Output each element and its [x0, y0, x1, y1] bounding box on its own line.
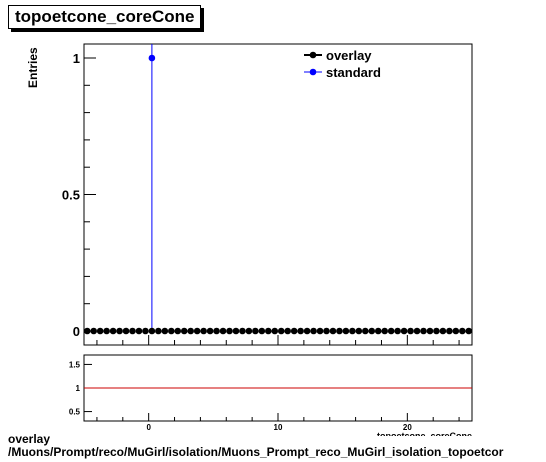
y-axis-label: Entries — [26, 47, 40, 88]
footer-path: /Muons/Prompt/reco/MuGirl/isolation/Muon… — [8, 445, 504, 459]
overlay-point — [446, 327, 453, 335]
overlay-point — [232, 327, 240, 335]
overlay-point — [368, 327, 376, 335]
overlay-point — [265, 327, 272, 335]
overlay-point — [284, 327, 292, 335]
overlay-point — [310, 327, 317, 335]
overlay-point — [400, 327, 408, 335]
y-tick-label: 0.5 — [62, 188, 80, 203]
overlay-point — [135, 327, 143, 335]
y-tick-label: 0 — [73, 324, 80, 339]
overlay-point — [336, 327, 343, 335]
overlay-point — [103, 327, 110, 335]
overlay-point — [329, 327, 337, 335]
overlay-point — [213, 327, 220, 335]
overlay-point — [116, 327, 123, 335]
overlay-point — [407, 327, 414, 335]
overlay-point — [452, 327, 460, 335]
overlay-point — [374, 327, 382, 335]
main-plot: 0 0.5 1 Entries overlay standard — [26, 43, 473, 346]
ratio-y-tick-label: 0.5 — [69, 408, 81, 417]
legend-overlay-label: overlay — [326, 48, 372, 63]
overlay-point — [303, 327, 311, 335]
overlay-point — [200, 327, 207, 335]
overlay-point — [187, 327, 194, 335]
overlay-point — [355, 327, 363, 335]
overlay-point — [129, 327, 136, 335]
overlay-point — [155, 327, 162, 335]
overlay-point — [323, 327, 330, 335]
overlay-point — [96, 327, 104, 335]
overlay-point — [168, 327, 175, 335]
overlay-point — [252, 327, 259, 335]
standard-point — [148, 54, 156, 62]
overlay-point — [83, 327, 91, 335]
overlay-point — [433, 327, 440, 335]
overlay-point — [297, 327, 304, 335]
overlay-point — [142, 327, 149, 335]
histogram-title: topoetcone_coreCone — [8, 5, 202, 29]
overlay-point — [226, 327, 233, 335]
ratio-x-tick-label: 0 — [146, 423, 151, 432]
overlay-point — [387, 327, 395, 335]
overlay-point — [349, 327, 356, 335]
overlay-point — [90, 327, 97, 335]
ratio-x-tick-label: 20 — [403, 423, 412, 432]
legend-standard-label: standard — [326, 65, 381, 80]
overlay-point — [465, 327, 473, 335]
main-plot-frame — [83, 43, 473, 346]
overlay-point — [122, 327, 130, 335]
overlay-point — [439, 327, 447, 335]
overlay-point — [206, 327, 214, 335]
overlay-point — [413, 327, 421, 335]
y-tick-label: 1 — [73, 51, 80, 66]
overlay-point — [219, 327, 227, 335]
overlay-point — [161, 327, 169, 335]
legend-standard-marker — [309, 68, 317, 76]
overlay-point — [381, 327, 389, 335]
overlay-point — [258, 327, 266, 335]
overlay-point — [174, 327, 182, 335]
overlay-point — [394, 327, 401, 335]
ratio-y-tick-label: 1.5 — [69, 360, 81, 369]
ratio-x-tick-label: 10 — [274, 423, 283, 432]
overlay-point — [180, 327, 188, 335]
footer-label: overlay — [8, 432, 51, 446]
overlay-point — [245, 327, 253, 335]
legend-overlay-marker — [309, 51, 317, 59]
overlay-point — [109, 327, 117, 335]
ratio-y-tick-label: 1 — [76, 384, 81, 393]
overlay-point — [239, 327, 246, 335]
overlay-point — [426, 327, 434, 335]
overlay-point — [420, 327, 427, 335]
overlay-point — [316, 327, 324, 335]
overlay-point — [277, 327, 285, 335]
x-axis-label: topoetcone_coreCone — [377, 431, 472, 441]
overlay-point — [290, 327, 298, 335]
overlay-point — [193, 327, 201, 335]
overlay-point — [148, 327, 156, 335]
overlay-point — [271, 327, 279, 335]
overlay-point — [362, 327, 369, 335]
overlay-point — [459, 327, 466, 335]
overlay-point — [342, 327, 350, 335]
